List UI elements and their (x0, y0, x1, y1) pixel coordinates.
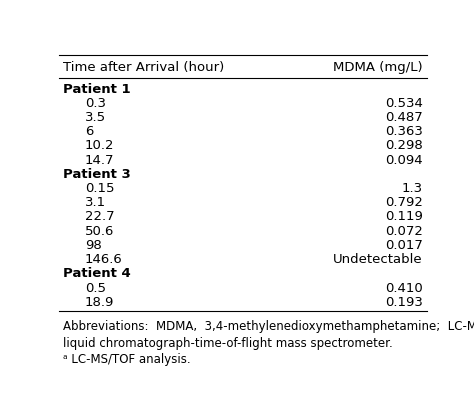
Text: 0.072: 0.072 (385, 225, 423, 238)
Text: 0.487: 0.487 (385, 111, 423, 124)
Text: 0.193: 0.193 (385, 296, 423, 309)
Text: 0.5: 0.5 (85, 282, 106, 295)
Text: 50.6: 50.6 (85, 225, 114, 238)
Text: 22.7: 22.7 (85, 210, 115, 223)
Text: Patient 3: Patient 3 (63, 168, 131, 181)
Text: ᵃ LC-MS/TOF analysis.: ᵃ LC-MS/TOF analysis. (63, 354, 191, 366)
Text: 1.3: 1.3 (402, 182, 423, 195)
Text: 0.792: 0.792 (385, 196, 423, 209)
Text: 18.9: 18.9 (85, 296, 114, 309)
Text: 3.5: 3.5 (85, 111, 106, 124)
Text: 3.1: 3.1 (85, 196, 106, 209)
Text: 98: 98 (85, 239, 102, 252)
Text: 0.15: 0.15 (85, 182, 114, 195)
Text: 0.119: 0.119 (385, 210, 423, 223)
Text: 6: 6 (85, 125, 93, 138)
Text: 0.534: 0.534 (385, 97, 423, 110)
Text: Patient 4: Patient 4 (63, 267, 131, 280)
Text: liquid chromatograph-time-of-flight mass spectrometer.: liquid chromatograph-time-of-flight mass… (63, 337, 392, 350)
Text: 0.298: 0.298 (385, 139, 423, 152)
Text: 14.7: 14.7 (85, 154, 114, 167)
Text: 0.017: 0.017 (385, 239, 423, 252)
Text: Time after Arrival (hour): Time after Arrival (hour) (63, 61, 224, 74)
Text: 0.410: 0.410 (385, 282, 423, 295)
Text: Patient 1: Patient 1 (63, 82, 130, 96)
Text: 10.2: 10.2 (85, 139, 114, 152)
Text: 146.6: 146.6 (85, 253, 123, 266)
Text: Undetectable: Undetectable (333, 253, 423, 266)
Text: 0.094: 0.094 (385, 154, 423, 167)
Text: 0.363: 0.363 (385, 125, 423, 138)
Text: MDMA (mg/L): MDMA (mg/L) (333, 61, 423, 74)
Text: 0.3: 0.3 (85, 97, 106, 110)
Text: Abbreviations:  MDMA,  3,4-methylenedioxymethamphetamine;  LC-MS/TOF,: Abbreviations: MDMA, 3,4-methylenedioxym… (63, 320, 474, 334)
